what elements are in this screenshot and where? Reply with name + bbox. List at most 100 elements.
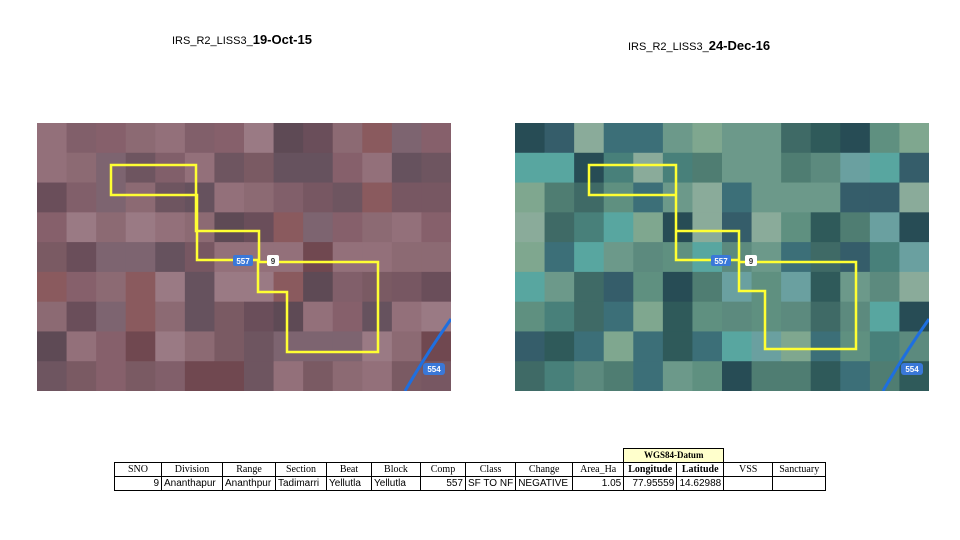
- image-pixel-tile: [273, 182, 304, 213]
- image-pixel-tile: [37, 361, 68, 391]
- image-pixel-tile: [840, 361, 871, 391]
- image-pixel-tile: [244, 182, 275, 213]
- image-pixel-tile: [96, 271, 127, 303]
- image-pixel-tile: [362, 212, 393, 243]
- image-pixel-tile: [125, 123, 156, 154]
- image-pixel-tile: [332, 152, 363, 184]
- image-pixel-tile: [273, 271, 304, 303]
- left-image-canvas: 557 9 554: [37, 123, 451, 391]
- image-pixel-tile: [273, 123, 304, 154]
- left-title-prefix: IRS_R2_LISS3_: [172, 35, 253, 47]
- header-division: Division: [161, 462, 223, 477]
- image-pixel-tile: [391, 271, 423, 303]
- image-pixel-tile: [869, 123, 901, 154]
- image-pixel-tile: [391, 331, 423, 362]
- image-pixel-tile: [544, 361, 575, 391]
- right-title-date: 24-Dec-16: [708, 38, 771, 53]
- image-pixel-tile: [332, 182, 363, 213]
- image-pixel-tile: [273, 152, 304, 184]
- image-pixel-tile: [515, 182, 546, 213]
- image-pixel-tile: [633, 242, 664, 273]
- cell-longitude: 77.95559: [623, 476, 678, 491]
- image-pixel-tile: [244, 331, 275, 362]
- image-pixel-tile: [125, 301, 156, 333]
- left-label-557: 557: [236, 257, 250, 266]
- image-pixel-tile: [332, 331, 363, 362]
- image-pixel-tile: [662, 301, 694, 333]
- image-pixel-tile: [899, 182, 929, 213]
- image-pixel-tile: [303, 182, 334, 213]
- image-pixel-tile: [692, 212, 723, 243]
- image-pixel-tile: [155, 301, 186, 333]
- image-pixel-tile: [391, 152, 423, 184]
- image-pixel-tile: [155, 331, 186, 362]
- image-pixel-tile: [574, 242, 605, 273]
- image-pixel-tile: [515, 361, 546, 391]
- image-pixel-tile: [781, 301, 812, 333]
- cell-sno: 9: [114, 476, 162, 491]
- image-pixel-tile: [722, 152, 753, 184]
- image-pixel-tile: [214, 182, 245, 213]
- image-pixel-tile: [244, 152, 275, 184]
- image-pixel-tile: [603, 152, 634, 184]
- table-row: 9 Ananthapur Ananthpur Tadimarri Yellutl…: [114, 476, 827, 491]
- image-pixel-tile: [869, 152, 901, 184]
- right-image-canvas: 557 9 554: [515, 123, 929, 391]
- left-label-9-badge: [267, 255, 279, 266]
- image-pixel-tile: [722, 331, 753, 362]
- image-pixel-tile: [781, 182, 812, 213]
- image-pixel-tile: [722, 123, 753, 154]
- image-pixel-tile: [244, 361, 275, 391]
- image-pixel-tile: [303, 361, 334, 391]
- image-pixel-tile: [515, 331, 546, 362]
- image-pixel-tile: [662, 331, 694, 362]
- cell-block: Yellutla: [371, 476, 421, 491]
- image-pixel-tile: [662, 361, 694, 391]
- image-pixel-tile: [603, 361, 634, 391]
- header-beat: Beat: [326, 462, 372, 477]
- image-pixel-tile: [66, 152, 97, 184]
- image-pixel-tile: [66, 361, 97, 391]
- wgs84-datum-header: WGS84-Datum: [623, 448, 725, 463]
- image-pixel-tile: [303, 331, 334, 362]
- image-pixel-tile: [66, 123, 97, 154]
- image-pixel-tile: [633, 212, 664, 243]
- left-label-557-badge: [233, 255, 253, 266]
- image-pixel-tile: [96, 242, 127, 273]
- image-pixel-tile: [421, 271, 451, 303]
- image-pixel-tile: [692, 361, 723, 391]
- header-latitude: Latitude: [676, 462, 725, 477]
- image-pixel-tile: [303, 301, 334, 333]
- image-pixel-tile: [781, 123, 812, 154]
- image-pixel-tile: [332, 271, 363, 303]
- image-pixel-tile: [421, 182, 451, 213]
- image-pixel-tile: [515, 242, 546, 273]
- header-change: Change: [515, 462, 574, 477]
- image-pixel-tile: [544, 242, 575, 273]
- cell-beat: Yellutla: [326, 476, 372, 491]
- image-pixel-tile: [125, 182, 156, 213]
- image-pixel-tile: [125, 242, 156, 273]
- image-pixel-tile: [303, 152, 334, 184]
- image-pixel-tile: [362, 361, 393, 391]
- image-pixel-tile: [603, 271, 634, 303]
- image-pixel-tile: [391, 242, 423, 273]
- image-pixel-tile: [273, 331, 304, 362]
- header-area: Area_Ha: [572, 462, 625, 477]
- image-pixel-tile: [391, 212, 423, 243]
- image-pixel-tile: [692, 152, 723, 184]
- right-label-9: 9: [749, 257, 754, 266]
- image-pixel-tile: [96, 212, 127, 243]
- right-image-title: IRS_R2_LISS3_24-Dec-16: [628, 38, 770, 53]
- image-pixel-tile: [214, 361, 245, 391]
- image-pixel-tile: [751, 271, 782, 303]
- image-pixel-tile: [96, 301, 127, 333]
- image-pixel-tile: [662, 152, 694, 184]
- image-pixel-tile: [544, 123, 575, 154]
- image-pixel-tile: [155, 123, 186, 154]
- image-pixel-tile: [692, 331, 723, 362]
- image-pixel-tile: [840, 152, 871, 184]
- image-pixel-tile: [603, 242, 634, 273]
- image-pixel-tile: [37, 123, 68, 154]
- image-pixel-tile: [574, 212, 605, 243]
